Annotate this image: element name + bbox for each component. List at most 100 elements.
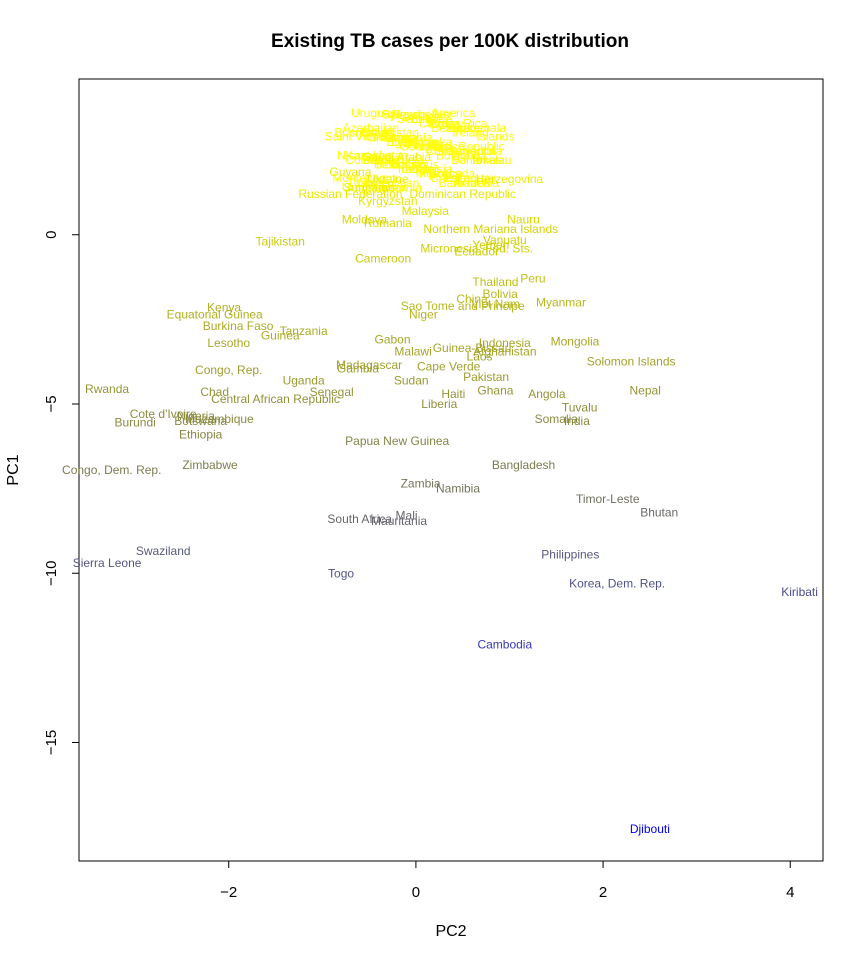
cluster-point-label: Paraguay (445, 171, 496, 185)
x-tick-label: 4 (786, 884, 794, 901)
point-label: Central African Republic (211, 392, 340, 406)
point-label: Bhutan (640, 505, 678, 519)
point-label: Solomon Islands (587, 355, 676, 369)
point-label: China (456, 292, 488, 306)
y-tick-label: −5 (43, 395, 60, 412)
point-label: Ecuador (454, 245, 499, 259)
cluster-point-label: Bulgaria (436, 148, 480, 162)
cluster-point-label: Panama (373, 130, 418, 144)
cluster-point-label: Syria (382, 108, 410, 122)
point-label: Afghanistan (473, 345, 536, 359)
cluster-point-label: Brazil (431, 171, 461, 185)
point-label: Guinea (261, 328, 300, 342)
cluster-point-label: Libya (356, 176, 385, 190)
point-label: Sao Tome and Principe (401, 299, 525, 313)
cluster-point-label: Costa Rica (429, 117, 488, 131)
point-label: Zimbabwe (182, 458, 238, 472)
point-label: Burundi (114, 416, 155, 430)
y-tick-label: −10 (43, 561, 60, 586)
point-label: Nauru (507, 212, 540, 226)
point-label: Indonesia (479, 336, 531, 350)
y-axis-label: PC1 (5, 454, 22, 485)
point-label: Peru (520, 272, 545, 286)
cluster-point-label: Mexico (427, 139, 465, 153)
point-label: Russian Federation (298, 187, 402, 201)
cluster-point-label: Mauritius (390, 158, 439, 172)
cluster-point-label: Belarus (431, 121, 472, 135)
cluster-point-label: Armenia (454, 176, 499, 190)
cluster-point-label: Tunisia (414, 162, 453, 176)
cluster-point-label: Qatar (362, 180, 392, 194)
point-label: Burkina Faso (203, 319, 274, 333)
point-label: Yemen (472, 238, 509, 252)
point-label: Mali (396, 509, 418, 523)
point-label: Republic (458, 140, 505, 154)
point-label: Moldova (342, 212, 388, 226)
x-tick-label: 2 (599, 884, 607, 901)
point-label: Uruguay (351, 106, 396, 120)
point-label: Ethiopia (179, 427, 223, 441)
point-label: Lesotho (207, 336, 250, 350)
point-label: Pakistan (463, 370, 509, 384)
point-label: Equatorial Guinea (167, 307, 263, 321)
cluster-point-label: Serbia (397, 112, 432, 126)
cluster-point-label: Azerbaijan (342, 121, 399, 135)
point-label: Cote d'Ivoire (130, 407, 197, 421)
point-label: Botswana (174, 414, 227, 428)
cluster-point-label: Lithuania (384, 130, 433, 144)
point-label: Cameroon (355, 251, 411, 265)
point-label: Tajikistan (256, 234, 305, 248)
axis-ticks: −2 0 2 4 0 −5 −10 −15 (43, 231, 794, 901)
point-label: Senegal (310, 385, 354, 399)
point-label: Ukraine (367, 172, 409, 186)
point-label: India (564, 414, 590, 428)
point-label: Nepal (630, 383, 661, 397)
point-label: Saint Vincent (325, 130, 396, 144)
x-tick-label: −2 (220, 884, 237, 901)
point-label: Liberia (421, 397, 457, 411)
point-label: Viet Nam (471, 297, 520, 311)
point-label: Ghana (477, 383, 513, 397)
point-label: Timor-Leste (576, 492, 640, 506)
cluster-point-label: Egypt (387, 135, 418, 149)
cluster-point-label: Chile (426, 144, 454, 158)
point-label: Kiribati (781, 585, 818, 599)
point-label: Gabon (374, 333, 410, 347)
point-label: Kenya (207, 301, 241, 315)
cluster-point-label: Albania (413, 139, 453, 153)
cluster-point-label: Lebanon (391, 135, 438, 149)
point-label: Tanzania (280, 324, 328, 338)
cluster-point-label: Colombia (345, 153, 396, 167)
point-label: Cambodia (477, 637, 532, 651)
y-tick-label: 0 (43, 231, 60, 239)
cluster-point-label: Iraq (398, 162, 419, 176)
point-label: Congo, Dem. Rep. (62, 463, 161, 477)
point-label: Gambia (337, 361, 379, 375)
point-label: Rwanda (85, 382, 129, 396)
cluster-point-label: Seychelles (392, 108, 450, 122)
point-label: Suriname (343, 180, 395, 194)
point-label: Togo (328, 566, 354, 580)
point-label: Korea, Dem. Rep. (569, 576, 665, 590)
cluster-point-label: Uzbekistan (360, 126, 419, 140)
cluster-point-label: Sri Lanka (401, 135, 452, 149)
data-points: Uruguay America Saint Vincent IslandsRepubl… (62, 106, 818, 836)
cluster-point-label: Belize (410, 112, 443, 126)
point-label: Thailand (472, 275, 518, 289)
point-label: Bangladesh (492, 458, 555, 472)
point-label: Nigeria (177, 409, 215, 423)
cluster-point-label: Grenada (428, 167, 475, 181)
cluster-point-label: Guatemala (447, 121, 506, 135)
cluster-point-label: Turkey (427, 117, 463, 131)
cluster-point-label: Niue (427, 112, 452, 126)
cluster-point-label: Bosnia and (334, 126, 394, 140)
cluster-point-label: Samoa (445, 121, 483, 135)
point-label: Haiti (441, 387, 465, 401)
point-label: Guinea-Bissau (433, 341, 512, 355)
cluster-point-label: Morocco (416, 167, 462, 181)
point-label: Tuvalu (562, 400, 598, 414)
point-label: Sierra Leone (73, 556, 142, 570)
point-label: Mongolia (551, 334, 600, 348)
point-label: Niger (409, 307, 438, 321)
